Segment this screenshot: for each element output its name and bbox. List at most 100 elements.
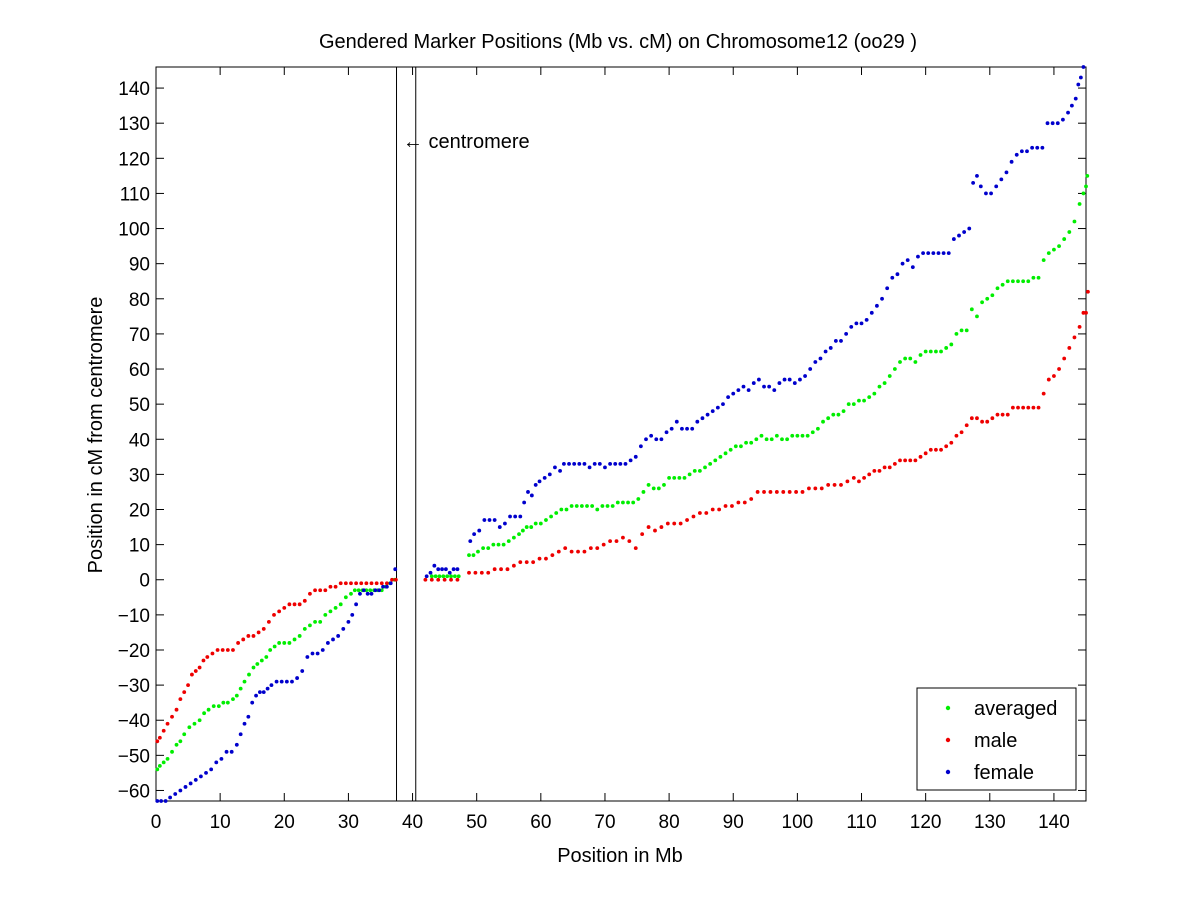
data-point — [247, 672, 251, 677]
y-tick-label: 70 — [129, 325, 150, 346]
data-point — [544, 518, 548, 522]
data-point — [819, 486, 824, 491]
data-point — [613, 461, 618, 466]
data-point — [282, 641, 287, 645]
data-point — [444, 567, 448, 572]
data-point — [964, 328, 969, 333]
data-point — [621, 500, 625, 505]
data-point — [1031, 405, 1036, 410]
data-point — [980, 300, 984, 305]
x-tick-label: 80 — [659, 812, 680, 833]
data-point — [202, 711, 207, 716]
data-point — [537, 479, 542, 484]
data-point — [980, 419, 984, 424]
data-point — [170, 749, 174, 754]
data-point — [282, 605, 287, 610]
data-point — [373, 588, 378, 593]
data-point — [455, 567, 460, 572]
data-point — [268, 648, 273, 652]
data-point — [831, 412, 836, 417]
data-point — [610, 504, 615, 508]
data-point — [562, 461, 566, 466]
data-point — [1036, 275, 1041, 280]
data-point — [651, 486, 656, 491]
data-point — [631, 500, 636, 505]
series-male — [155, 289, 1090, 744]
data-point — [364, 581, 369, 586]
data-point — [739, 444, 743, 449]
data-point — [916, 254, 920, 259]
data-point — [641, 490, 646, 494]
data-point — [605, 504, 610, 508]
data-point — [563, 546, 568, 551]
data-point — [577, 461, 582, 466]
data-point — [685, 426, 689, 431]
data-point — [587, 465, 592, 470]
data-point — [623, 461, 628, 466]
data-point — [918, 353, 923, 357]
data-point — [302, 598, 307, 603]
data-point — [654, 437, 659, 442]
data-point — [903, 356, 908, 361]
data-point — [839, 339, 843, 343]
data-point — [318, 588, 323, 593]
plot-frame — [155, 66, 1087, 802]
x-tick-label: 20 — [274, 812, 295, 833]
data-point — [220, 648, 225, 652]
data-point — [756, 377, 761, 382]
data-point — [782, 377, 787, 382]
y-tick-label: 90 — [129, 255, 150, 276]
data-point — [875, 303, 879, 308]
data-point — [787, 490, 792, 494]
data-point — [1010, 405, 1015, 410]
y-tick-label: −40 — [118, 711, 150, 732]
data-point — [447, 570, 452, 575]
data-point — [695, 419, 700, 424]
data-point — [559, 507, 564, 512]
data-point — [219, 756, 224, 761]
data-point — [388, 581, 393, 586]
legend-label: averaged — [974, 698, 1057, 720]
data-point — [1021, 405, 1026, 410]
data-point — [859, 321, 864, 326]
data-point — [155, 767, 160, 772]
data-point — [302, 627, 307, 631]
y-tick-label: 100 — [118, 220, 150, 241]
data-point — [633, 454, 638, 459]
data-point — [188, 781, 193, 786]
data-point — [959, 430, 964, 435]
data-point — [892, 461, 897, 466]
x-tick-label: 130 — [974, 812, 1006, 833]
data-point — [231, 697, 235, 702]
data-point — [479, 570, 484, 575]
x-tick-label: 60 — [530, 812, 551, 833]
data-point — [768, 490, 773, 494]
data-point — [1026, 405, 1031, 410]
data-point — [995, 412, 1000, 417]
data-point — [256, 630, 261, 635]
data-point — [295, 676, 300, 680]
data-point — [251, 665, 256, 670]
x-tick-label: 40 — [402, 812, 423, 833]
data-point — [292, 637, 297, 642]
data-point — [315, 651, 320, 656]
legend-label: male — [974, 730, 1017, 752]
data-point — [608, 539, 612, 544]
data-point — [751, 381, 756, 385]
series-female — [155, 65, 1086, 803]
data-point — [908, 356, 913, 361]
data-point — [1057, 367, 1061, 371]
data-point — [678, 521, 683, 526]
data-point — [323, 588, 328, 593]
data-point — [210, 651, 215, 656]
data-point — [780, 437, 784, 442]
data-point — [216, 704, 221, 709]
data-point — [626, 500, 630, 505]
data-point — [708, 461, 713, 466]
data-point — [524, 525, 529, 529]
data-point — [872, 468, 877, 473]
data-point — [939, 447, 943, 452]
data-point — [1077, 324, 1082, 329]
data-point — [718, 454, 723, 459]
data-point — [173, 792, 178, 796]
